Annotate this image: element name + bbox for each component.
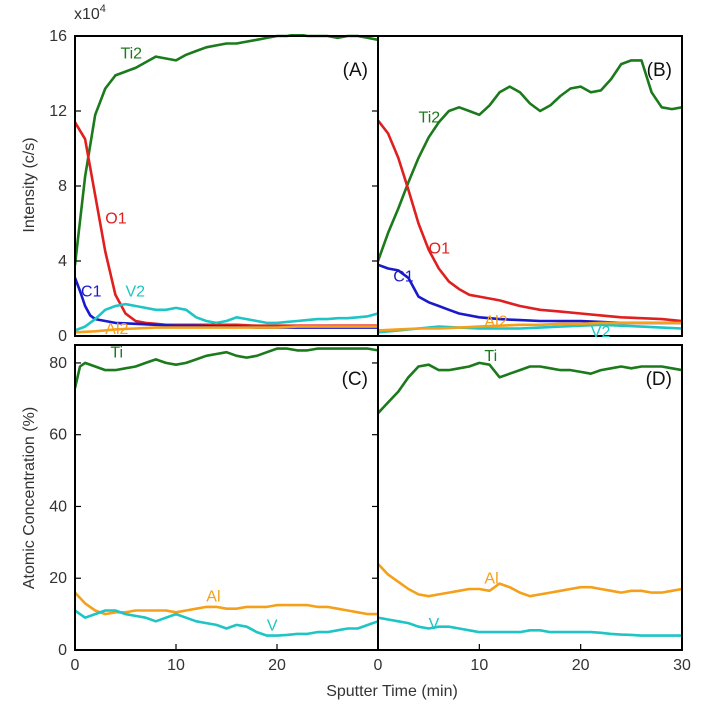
x-tick-label: 10 [167,657,185,674]
y-tick-label: 4 [58,253,67,270]
axes-text-layer: x104 Intensity (c/s) Atomic Concentratio… [21,3,458,700]
series-line-ti2-b [378,59,682,263]
x-tick-label: 20 [572,657,590,674]
series-line-ti2-a [75,34,378,267]
y-tick-label: 0 [58,642,67,659]
series-line-v-d [378,616,682,637]
panel-b: (B) Ti2 O1 C1 Al2 V2 [377,35,683,341]
series-line-al2-a [75,325,378,334]
series-label-ti-c: Ti [110,345,123,362]
panel-a-frame [74,35,379,337]
x-tick-label: 0 [71,657,80,674]
series-line-v-c [75,609,378,637]
series-label-o1-a: O1 [105,211,126,228]
series-line-o1-b [378,119,682,323]
panel-d: 0 10 20 30 (D) Ti Al V [374,344,691,674]
series-label-al2-a: Al2 [105,321,128,338]
series-label-al-d: Al [484,571,498,588]
series-line-ti-d [378,361,682,415]
series-label-al2-b: Al2 [484,314,507,331]
y-tick-label: 60 [49,427,67,444]
panel-d-series [378,361,682,637]
y-tick-label: 0 [58,328,67,345]
top-y-axis-label: Intensity (c/s) [21,137,38,232]
panel-b-frame [377,35,683,337]
panel-b-series [378,59,682,334]
series-line-al-c [75,591,378,616]
series-label-ti2-b: Ti2 [419,109,441,126]
series-label-v-c: V [267,617,278,634]
x-tick-label: 0 [374,657,383,674]
series-label-ti-d: Ti [484,348,497,365]
panel-a: 0 4 8 12 16 (A) Ti2 O1 C1 V2 Al2 [49,28,379,345]
series-label-ti2-a: Ti2 [120,46,142,63]
series-line-c1-b [378,263,682,325]
y-tick-label: 80 [49,355,67,372]
series-line-ti-c [75,347,378,390]
series-label-v2-b: V2 [591,324,611,341]
series-line-al-d [378,562,682,598]
series-label-o1-b: O1 [429,241,450,258]
x-tick-label: 30 [673,657,691,674]
series-label-al-c: Al [206,589,220,606]
y-tick-label: 40 [49,498,67,515]
panel-d-frame [377,344,683,651]
series-line-al2-b [378,321,682,332]
panel-c: 0 20 40 60 80 0 10 20 (C) Ti Al V [49,344,379,674]
panel-letter-c: (C) [342,369,368,390]
panel-letter-a: (A) [343,60,368,81]
series-label-c1-b: C1 [393,269,414,286]
x-tick-label: 10 [470,657,488,674]
panel-letter-d: (D) [646,369,672,390]
series-label-v-d: V [429,616,440,633]
panel-letter-b: (B) [647,60,672,81]
series-label-v2-a: V2 [126,284,146,301]
panel-c-series [75,347,378,637]
series-label-c1-a: C1 [81,284,102,301]
panel-a-series [75,34,378,334]
series-line-v2-a [75,302,378,332]
y-tick-label: 8 [58,178,67,195]
x-tick-label: 20 [268,657,286,674]
y-tick-label: 20 [49,570,67,587]
bottom-y-axis-label: Atomic Concentration (%) [21,407,38,589]
panel-c-frame [74,344,379,651]
exponent-label: x104 [74,3,106,23]
y-tick-label: 16 [49,28,67,45]
y-tick-label: 12 [49,103,67,120]
x-axis-label: Sputter Time (min) [326,683,458,700]
